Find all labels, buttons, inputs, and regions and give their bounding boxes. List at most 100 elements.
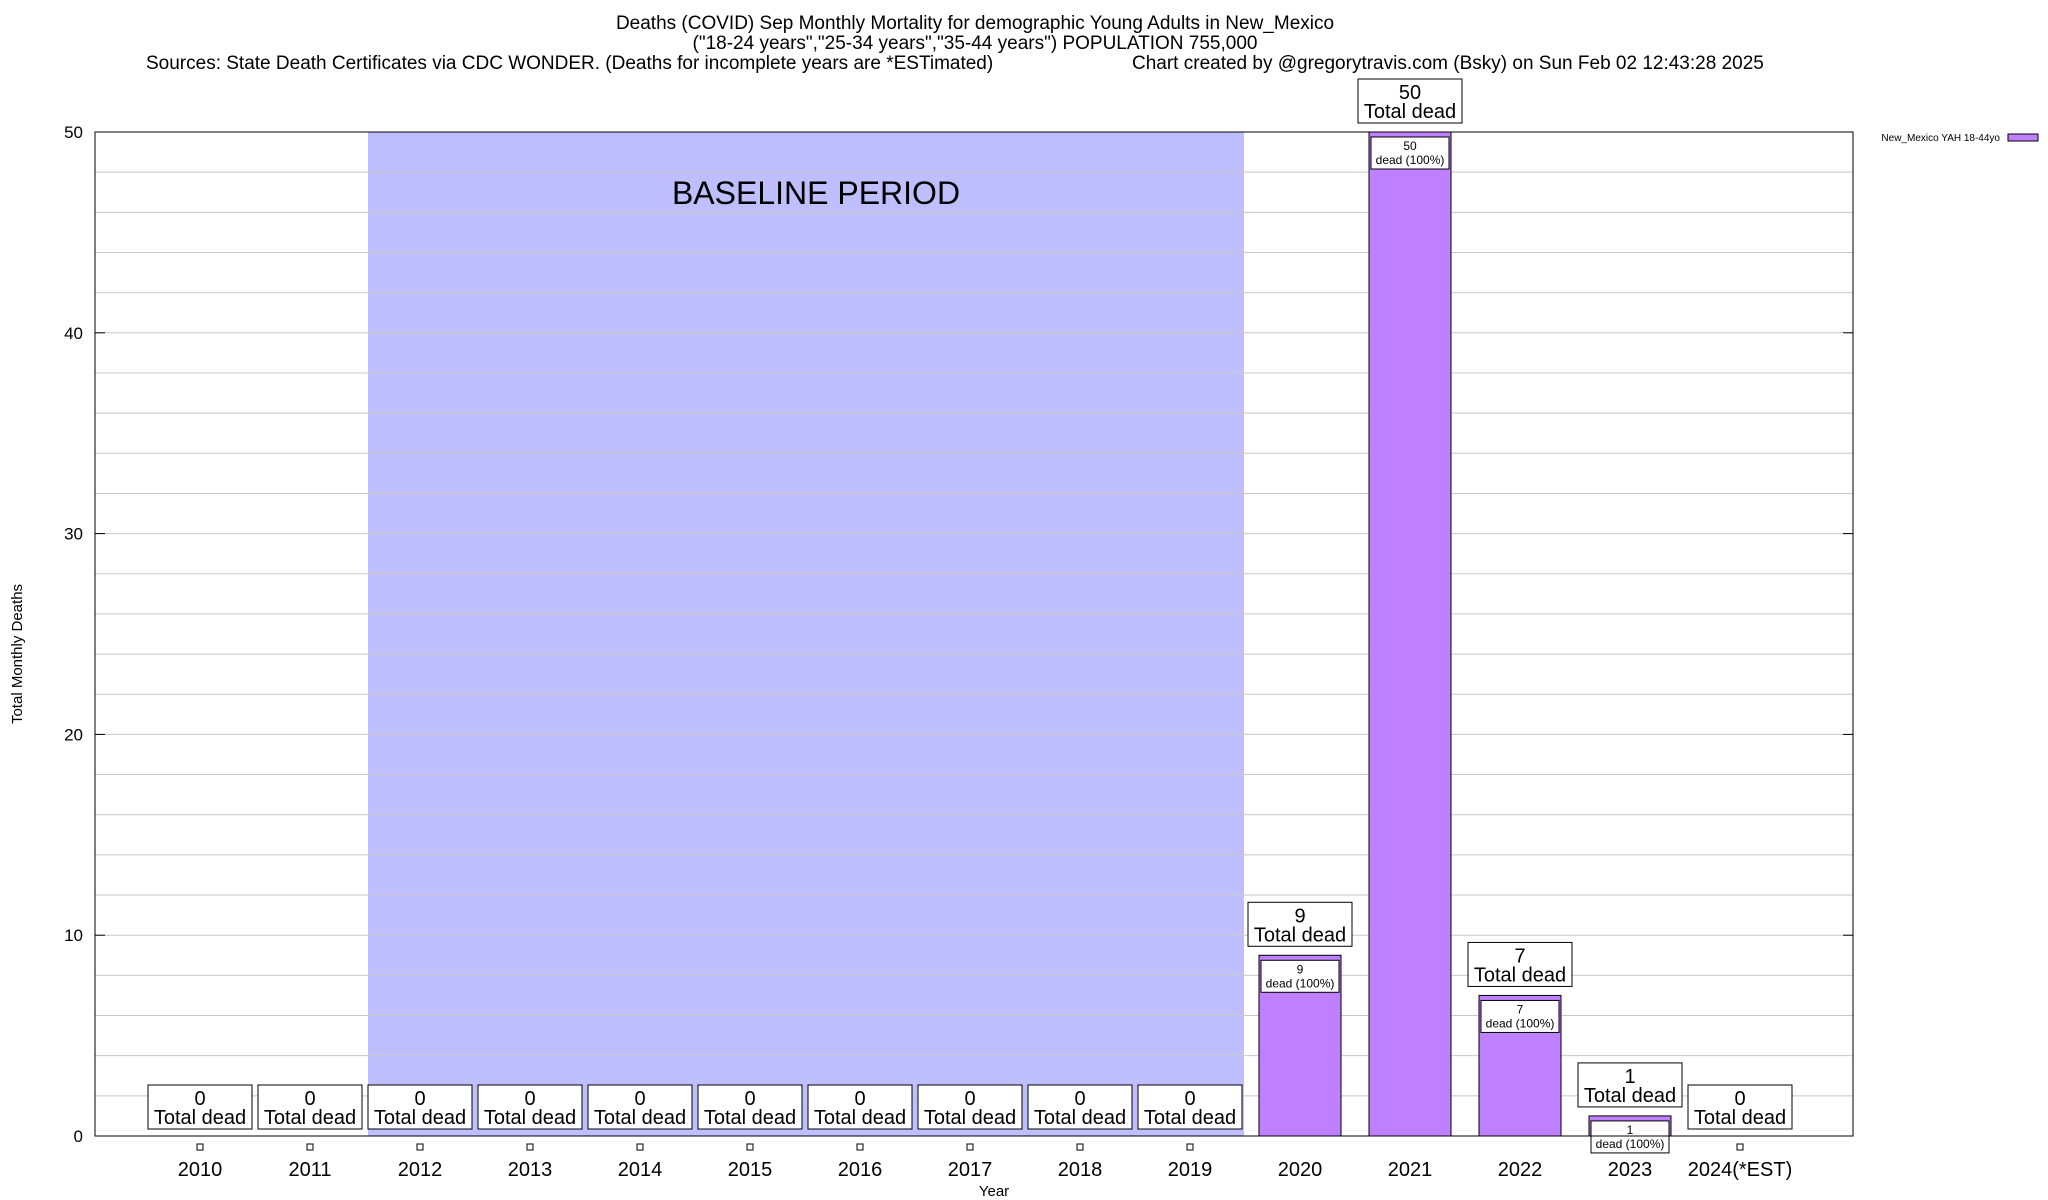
total-value: 0 — [304, 1088, 315, 1110]
bar-inner-label-box — [1590, 1120, 1670, 1154]
x-axis-label: Year — [979, 1183, 1009, 1200]
x-tick-label: 2015 — [728, 1159, 773, 1181]
total-label-box — [147, 1084, 253, 1130]
zero-marker — [636, 1143, 644, 1151]
total-label: Total dead — [924, 1107, 1016, 1129]
total-value: 0 — [194, 1088, 205, 1110]
x-tick-label: 2012 — [398, 1159, 443, 1181]
total-label: Total dead — [1584, 1085, 1676, 1107]
zero-marker — [1186, 1143, 1194, 1151]
total-label-box — [807, 1084, 913, 1130]
total-value: 0 — [1074, 1088, 1085, 1110]
total-value: 7 — [1514, 945, 1525, 967]
chart-subtitle: ("18-24 years","25-34 years","35-44 year… — [692, 33, 1258, 54]
total-label-box — [367, 1084, 473, 1130]
legend-swatch — [2007, 133, 2039, 142]
bar-inner-value: 7 — [1517, 1002, 1524, 1016]
x-tick-label: 2022 — [1498, 1159, 1543, 1181]
total-label: Total dead — [1364, 101, 1456, 123]
total-label-box — [1137, 1084, 1243, 1130]
bar-inner-label-box — [1260, 959, 1340, 993]
zero-marker — [1076, 1143, 1084, 1151]
total-value: 9 — [1294, 905, 1305, 927]
zero-marker — [1736, 1143, 1744, 1151]
total-label: Total dead — [374, 1107, 466, 1129]
total-label: Total dead — [1474, 964, 1566, 986]
x-tick-label: 2013 — [508, 1159, 553, 1181]
zero-marker — [416, 1143, 424, 1151]
total-value: 0 — [1184, 1088, 1195, 1110]
total-label-box — [1247, 901, 1353, 947]
bar-inner-label-box — [1370, 136, 1450, 170]
x-tick-label: 2024(*EST) — [1688, 1159, 1793, 1181]
y-tick-label: 40 — [64, 324, 83, 343]
total-value: 0 — [634, 1088, 645, 1110]
legend-label: New_Mexico YAH 18-44yo — [1881, 133, 2000, 144]
chart-credit: Chart created by @gregorytravis.com (Bsk… — [1132, 53, 1764, 74]
total-value: 0 — [964, 1088, 975, 1110]
total-value: 0 — [744, 1088, 755, 1110]
zero-marker — [196, 1143, 204, 1151]
x-tick-label: 2020 — [1278, 1159, 1323, 1181]
x-tick-label: 2021 — [1388, 1159, 1433, 1181]
total-label: Total dead — [264, 1107, 356, 1129]
bar — [1368, 131, 1452, 1137]
chart-sources: Sources: State Death Certificates via CD… — [146, 53, 994, 74]
total-label-box — [697, 1084, 803, 1130]
total-label-box — [1577, 1062, 1683, 1108]
total-label: Total dead — [814, 1107, 906, 1129]
bar-inner-value: 50 — [1403, 139, 1417, 153]
total-label-box — [1357, 78, 1463, 124]
x-tick-label: 2023 — [1608, 1159, 1653, 1181]
total-label: Total dead — [704, 1107, 796, 1129]
total-label: Total dead — [154, 1107, 246, 1129]
zero-marker — [306, 1143, 314, 1151]
x-tick-label: 2017 — [948, 1159, 993, 1181]
bar-inner-value: 9 — [1297, 962, 1304, 976]
zero-marker — [526, 1143, 534, 1151]
total-value: 0 — [414, 1088, 425, 1110]
baseline-label: BASELINE PERIOD — [672, 175, 960, 211]
total-label: Total dead — [1694, 1107, 1786, 1129]
x-tick-label: 2011 — [288, 1159, 331, 1181]
total-label: Total dead — [1034, 1107, 1126, 1129]
zero-marker — [746, 1143, 754, 1151]
x-tick-label: 2018 — [1058, 1159, 1103, 1181]
baseline-region — [368, 132, 1244, 1136]
bar-inner-value: 1 — [1627, 1123, 1634, 1137]
bar-inner-percent: dead (100%) — [1486, 1016, 1555, 1030]
y-tick-label: 50 — [64, 123, 83, 142]
x-tick-label: 2019 — [1168, 1159, 1213, 1181]
total-value: 0 — [854, 1088, 865, 1110]
plot-frame — [94, 131, 1854, 1137]
y-tick-label: 0 — [74, 1127, 83, 1146]
zero-marker — [966, 1143, 974, 1151]
y-tick-label: 10 — [64, 926, 83, 945]
total-value: 0 — [1734, 1088, 1745, 1110]
total-value: 0 — [524, 1088, 535, 1110]
chart-title: Deaths (COVID) Sep Monthly Mortality for… — [615, 13, 1335, 34]
zero-marker — [856, 1143, 864, 1151]
total-value: 50 — [1399, 82, 1421, 104]
total-label-box — [587, 1084, 693, 1130]
total-label-box — [1467, 941, 1573, 987]
bar-inner-percent: dead (100%) — [1266, 976, 1335, 990]
y-tick-label: 30 — [64, 525, 83, 544]
total-label: Total dead — [594, 1107, 686, 1129]
x-tick-label: 2014 — [618, 1159, 663, 1181]
total-label: Total dead — [1144, 1107, 1236, 1129]
x-tick-label: 2016 — [838, 1159, 883, 1181]
x-tick-label: 2010 — [178, 1159, 223, 1181]
total-label: Total dead — [1254, 924, 1346, 946]
total-label-box — [1687, 1084, 1793, 1130]
total-label-box — [917, 1084, 1023, 1130]
total-label-box — [1027, 1084, 1133, 1130]
bar-inner-label-box — [1480, 999, 1560, 1033]
total-label-box — [477, 1084, 583, 1130]
total-label: Total dead — [484, 1107, 576, 1129]
y-tick-label: 20 — [64, 725, 83, 744]
bar-inner-percent: dead (100%) — [1596, 1137, 1665, 1151]
total-label-box — [257, 1084, 363, 1130]
total-value: 1 — [1624, 1066, 1635, 1088]
